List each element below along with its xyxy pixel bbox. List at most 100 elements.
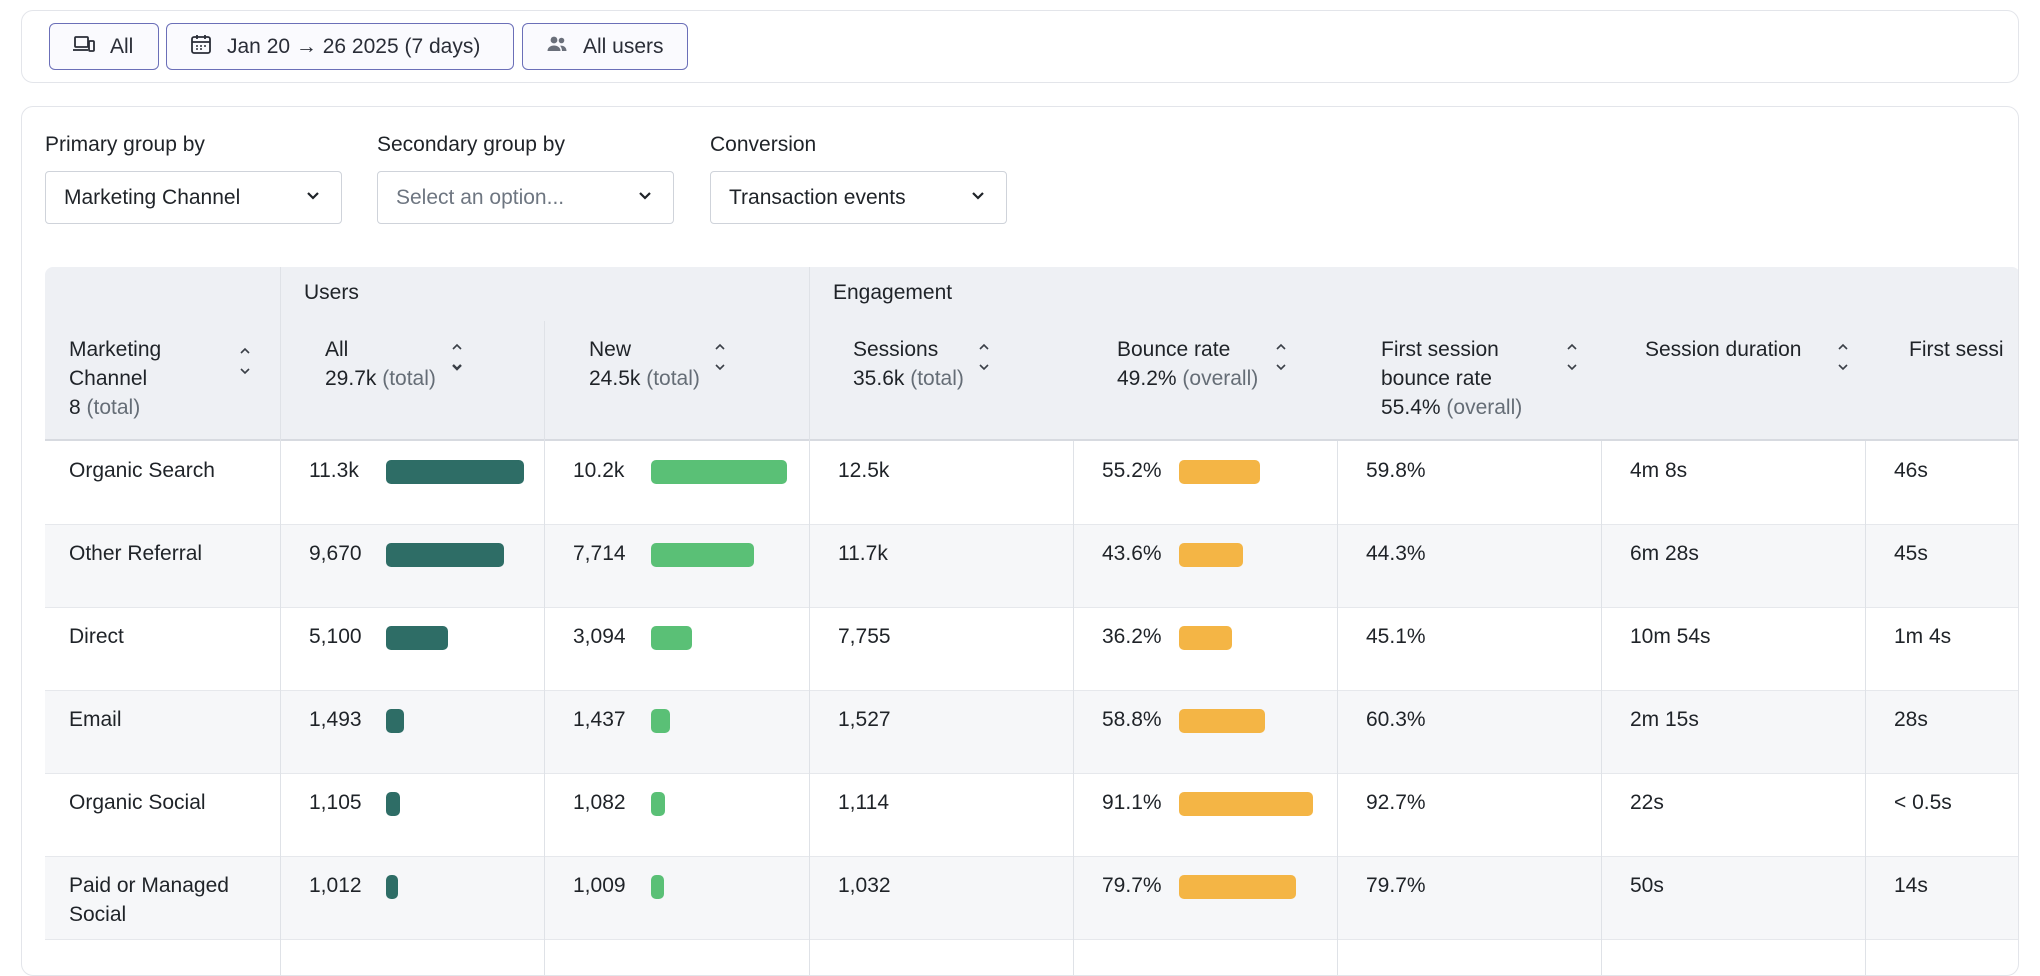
col-sessions-header[interactable]: Sessions 35.6k (total) xyxy=(853,335,964,393)
bounce-rate-bar xyxy=(1179,792,1313,816)
cell-channel-name: Direct xyxy=(69,625,124,648)
cell-first-session: 28s xyxy=(1894,708,1928,731)
new-users-bar xyxy=(651,543,754,567)
cell-channel-name: Email xyxy=(69,708,122,731)
cell-channel[interactable]: Paid or Managed Social xyxy=(69,871,229,929)
calendar-icon xyxy=(189,32,213,62)
col-bounce-total: 49.2% xyxy=(1117,367,1177,390)
primary-group-label: Primary group by xyxy=(45,133,205,156)
cell-channel-name: Paid or Managed xyxy=(69,874,229,897)
col-channel-title-l2: Channel xyxy=(69,367,148,390)
devices-icon xyxy=(72,32,96,62)
col-duration-header[interactable]: Session duration xyxy=(1645,335,1801,364)
cell-session-duration: 10m 54s xyxy=(1630,625,1711,648)
new-users-bar xyxy=(651,626,692,650)
cell-session-duration: 22s xyxy=(1630,791,1664,814)
bounce-rate-bar xyxy=(1179,460,1260,484)
cell-all-users: 1,493 xyxy=(309,708,362,731)
bounce-rate-bar xyxy=(1179,875,1296,899)
cell-session-duration: 50s xyxy=(1630,874,1664,897)
new-users-bar xyxy=(651,875,664,899)
table-row[interactable]: Paid or Managed Social 1,012 1,009 1,032 79.7… xyxy=(45,857,2018,940)
cell-all-users: 5,100 xyxy=(309,625,362,648)
cell-session-duration: 6m 28s xyxy=(1630,542,1699,565)
table-row[interactable]: Email 1,493 1,437 1,527 58.8% 60.3% 2m 15s 28s xyxy=(45,691,2018,774)
cell-channel[interactable]: Other Referral xyxy=(69,539,202,568)
cell-new-users: 1,082 xyxy=(573,791,626,814)
cell-sessions: 1,527 xyxy=(838,708,891,731)
users-filter-button[interactable]: All users xyxy=(522,23,688,70)
col-new-total-suffix: (total) xyxy=(646,367,700,390)
cell-bounce-rate: 43.6% xyxy=(1102,542,1162,565)
col-all-header[interactable]: All 29.7k (total) xyxy=(325,335,436,393)
all-users-bar xyxy=(386,875,398,899)
sort-icon[interactable] xyxy=(450,339,464,379)
cell-bounce-rate: 55.2% xyxy=(1102,459,1162,482)
col-new-header[interactable]: New 24.5k (total) xyxy=(589,335,700,393)
cell-first-session: 1m 4s xyxy=(1894,625,1952,648)
cell-bounce-rate: 79.7% xyxy=(1102,874,1162,897)
col-bounce-total-suffix: (overall) xyxy=(1182,367,1259,390)
cell-channel[interactable]: Direct xyxy=(69,622,124,651)
cell-channel[interactable]: Organic Search xyxy=(69,456,215,485)
cell-channel[interactable]: Email xyxy=(69,705,122,734)
conversion-value: Transaction events xyxy=(729,185,906,209)
date-range-button[interactable]: Jan 20 → 26 2025 (7 days) xyxy=(166,23,514,70)
col-channel-title-l1: Marketing xyxy=(69,338,162,361)
table-group-header: Users Engagement xyxy=(45,267,2018,321)
conversion-label: Conversion xyxy=(710,133,817,156)
filters-bar: All Jan 20 → 26 2025 (7 days) All users xyxy=(21,10,2019,83)
all-users-bar xyxy=(386,543,504,567)
all-users-bar xyxy=(386,460,524,484)
col-first-bounce-header[interactable]: First session bounce rate 55.4% (overall… xyxy=(1381,335,1522,422)
col-sessions-total-suffix: (total) xyxy=(910,367,964,390)
cell-new-users: 3,094 xyxy=(573,625,626,648)
col-first-session-header[interactable]: First sessi xyxy=(1909,335,2004,364)
cell-all-users: 1,105 xyxy=(309,791,362,814)
column-divider xyxy=(1865,441,1866,975)
sort-icon[interactable] xyxy=(977,339,991,379)
secondary-group-placeholder: Select an option... xyxy=(396,185,565,209)
col-first-bounce-title-l1: First session xyxy=(1381,338,1499,361)
column-divider xyxy=(1601,441,1602,975)
cell-bounce-rate: 58.8% xyxy=(1102,708,1162,731)
device-filter-button[interactable]: All xyxy=(49,23,159,70)
bounce-rate-bar xyxy=(1179,626,1232,650)
cell-sessions: 11.7k xyxy=(838,542,888,565)
cell-channel[interactable]: Organic Social xyxy=(69,788,206,817)
sort-icon[interactable] xyxy=(1836,339,1850,379)
users-icon xyxy=(545,32,569,62)
col-bounce-header[interactable]: Bounce rate 49.2% (overall) xyxy=(1117,335,1258,393)
col-channel-header[interactable]: Marketing Channel 8 (total) xyxy=(69,335,161,422)
secondary-group-label: Secondary group by xyxy=(377,133,565,156)
column-divider xyxy=(809,267,810,975)
table-row[interactable]: Direct 5,100 3,094 7,755 36.2% 45.1% 10m 54s 1m… xyxy=(45,608,2018,691)
table-column-header: Marketing Channel 8 (total) All 29.7k (t… xyxy=(45,321,2018,441)
cell-sessions: 1,114 xyxy=(838,791,889,814)
column-divider xyxy=(1073,441,1074,975)
primary-group-select[interactable]: Marketing Channel xyxy=(45,171,342,224)
secondary-group-select[interactable]: Select an option... xyxy=(377,171,674,224)
cell-first-session-bounce: 45.1% xyxy=(1366,625,1426,648)
sort-icon[interactable] xyxy=(1274,339,1288,379)
date-range-label: Jan 20 → 26 2025 (7 days) xyxy=(227,34,481,58)
cell-first-session-bounce: 44.3% xyxy=(1366,542,1426,565)
cell-bounce-rate: 91.1% xyxy=(1102,791,1162,814)
cell-all-users: 11.3k xyxy=(309,459,359,482)
column-divider xyxy=(544,321,545,975)
sort-icon[interactable] xyxy=(1565,339,1579,379)
sort-icon[interactable] xyxy=(238,343,252,383)
table-row[interactable]: Organic Search 11.3k 10.2k 12.5k 55.2% 59.8% 4… xyxy=(45,442,2018,525)
all-users-bar xyxy=(386,626,448,650)
all-users-bar xyxy=(386,709,404,733)
sort-icon[interactable] xyxy=(713,339,727,379)
table-row[interactable]: Organic Social 1,105 1,082 1,114 91.1% 92.7% 2… xyxy=(45,774,2018,857)
cell-first-session: 14s xyxy=(1894,874,1928,897)
cell-first-session-bounce: 60.3% xyxy=(1366,708,1426,731)
cell-sessions: 7,755 xyxy=(838,625,891,648)
col-first-session-title: First sessi xyxy=(1909,338,2004,361)
col-sessions-title: Sessions xyxy=(853,338,939,361)
cell-session-duration: 2m 15s xyxy=(1630,708,1699,731)
conversion-select[interactable]: Transaction events xyxy=(710,171,1007,224)
table-row[interactable]: Other Referral 9,670 7,714 11.7k 43.6% 44.3% 6… xyxy=(45,525,2018,608)
